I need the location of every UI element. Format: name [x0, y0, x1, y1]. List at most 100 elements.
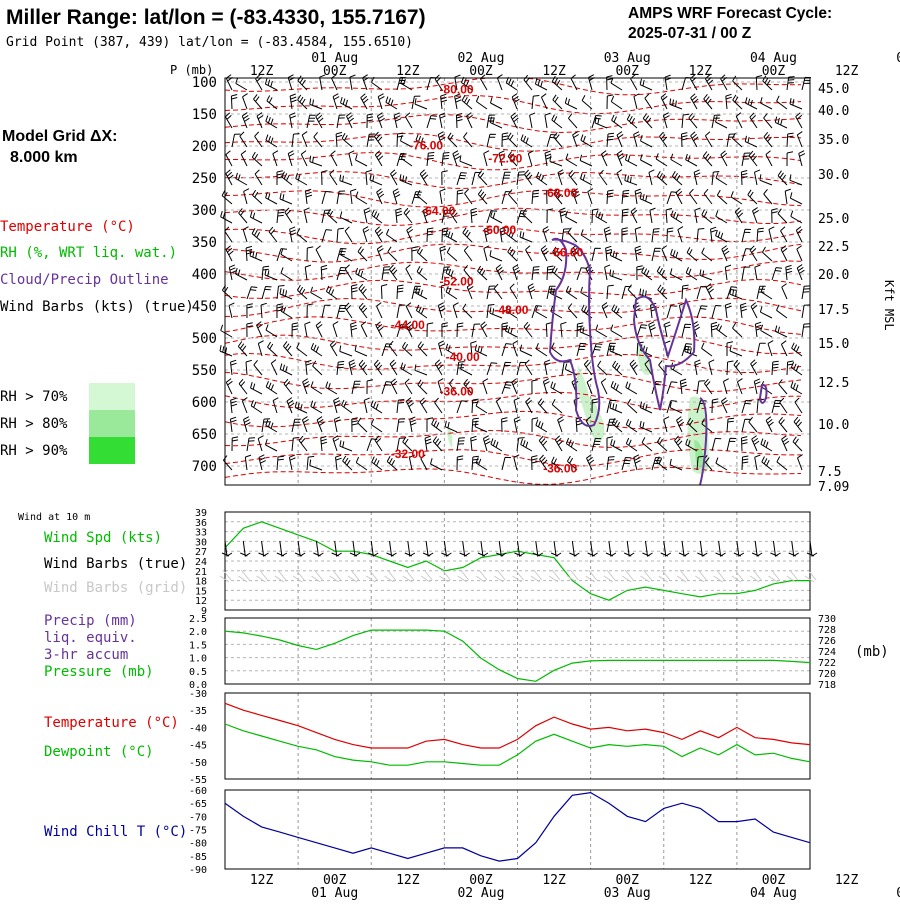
- wind-barb: [581, 95, 593, 110]
- surface-wind-barb: [422, 540, 434, 557]
- wind-barb: [621, 208, 629, 224]
- wind-barb: [531, 95, 540, 110]
- wind-barb: [726, 341, 733, 356]
- temperature-contour-label: -36.00: [440, 384, 474, 398]
- wind-barb: [348, 150, 355, 167]
- wind-barb: [498, 150, 506, 167]
- wind-barb: [729, 345, 743, 357]
- wind-barb: [693, 169, 701, 186]
- wind-barb: [579, 154, 593, 167]
- wind-barb: [452, 302, 459, 319]
- wind-barb: [250, 400, 263, 414]
- height-tick-label: 12.5: [818, 376, 849, 391]
- wind-barb: [715, 116, 728, 129]
- wind-barb: [587, 188, 594, 205]
- grid-wind-barb: [768, 569, 780, 583]
- wind-barb: [642, 113, 653, 129]
- bottom-time-tick: 00Z: [615, 873, 639, 888]
- wind-barb: [545, 322, 553, 338]
- wind-barb: [611, 304, 623, 319]
- wind-barb: [310, 286, 323, 300]
- wind-barb: [651, 457, 662, 471]
- wind-barb: [572, 131, 579, 148]
- wind-barb: [385, 228, 398, 243]
- wind-barb: [629, 359, 638, 376]
- wind-barb: [374, 435, 383, 452]
- wind-barb: [470, 207, 478, 224]
- wind-barb: [525, 397, 533, 414]
- wind-barb: [522, 208, 533, 224]
- wind-barb: [501, 191, 512, 205]
- wind-barb: [350, 321, 358, 338]
- wind-barb: [339, 211, 353, 224]
- wind-barb: [701, 247, 713, 262]
- wind-barb: [591, 398, 599, 414]
- wind-barb: [371, 456, 383, 471]
- wind-barb: [354, 344, 368, 357]
- wind-barb: [634, 245, 642, 262]
- wind-barb: [711, 437, 722, 452]
- wind-barb: [225, 378, 233, 395]
- wind-barb: [411, 246, 418, 262]
- wind-barb: [294, 401, 308, 414]
- wind-barb: [242, 226, 249, 243]
- bottom-date-label: 05 Aug: [896, 886, 900, 900]
- wind-barb: [231, 133, 241, 148]
- wind-barb: [681, 284, 689, 300]
- temperature-contour-label: -68.00: [543, 186, 577, 200]
- wind-barb: [610, 77, 623, 91]
- wind-barb: [426, 115, 437, 129]
- grid-wind-barb: [676, 569, 689, 583]
- wind-barb: [609, 345, 623, 357]
- wind-barb: [238, 378, 248, 395]
- surface-wind-barb: [751, 540, 763, 557]
- height-tick-label: 25.0: [818, 212, 849, 227]
- wind-barb: [529, 112, 536, 129]
- wind-barb: [651, 228, 660, 243]
- wind-barb: [305, 359, 312, 376]
- grid-wind-barb: [621, 569, 634, 583]
- wind-barb: [612, 360, 623, 376]
- wind-barb: [640, 134, 653, 148]
- panel-frame: [224, 789, 811, 870]
- wind-barb: [330, 150, 338, 167]
- top-date-label: 01 Aug: [311, 51, 358, 66]
- wind-barb: [785, 264, 793, 281]
- wind-barb: [405, 321, 414, 338]
- wind-barb: [313, 131, 323, 148]
- wind-barb: [380, 284, 388, 300]
- y-tick-label: -45: [189, 741, 207, 752]
- bottom-time-tick: 12Z: [250, 873, 274, 888]
- bottom-time-tick: 12Z: [835, 873, 859, 888]
- pressure-tick-label: 300: [192, 203, 217, 219]
- wind-barb: [694, 207, 701, 224]
- wind-barb: [729, 288, 743, 300]
- wind-barb: [358, 302, 368, 319]
- wind-barb: [454, 74, 461, 91]
- wind-barb: [348, 359, 357, 376]
- wind-barb: [780, 340, 788, 357]
- wind-barb: [669, 268, 683, 281]
- wind-barb: [302, 378, 310, 395]
- y-tick-label: 12: [195, 596, 207, 607]
- pressure-tick-label: 700: [192, 459, 217, 475]
- y-tick-label: -35: [189, 706, 207, 717]
- wind-barb: [721, 245, 730, 262]
- surface-wind-barb: [294, 540, 306, 557]
- height-tick-label: 15.0: [818, 337, 849, 352]
- wind-barb: [441, 170, 448, 186]
- wind-barb: [591, 247, 601, 262]
- wind-barb: [796, 245, 803, 262]
- wind-barb: [456, 361, 465, 376]
- wind-barb: [486, 285, 496, 300]
- wind-barb: [732, 322, 743, 338]
- wind-barb: [600, 150, 608, 167]
- wind-barb: [687, 417, 698, 433]
- wind-barb: [644, 93, 653, 110]
- wind-barb: [336, 190, 346, 205]
- surface-wind-barb: [514, 540, 525, 557]
- wind-barb: [346, 112, 355, 129]
- wind-barb: [513, 416, 521, 433]
- wind-barb: [789, 192, 803, 205]
